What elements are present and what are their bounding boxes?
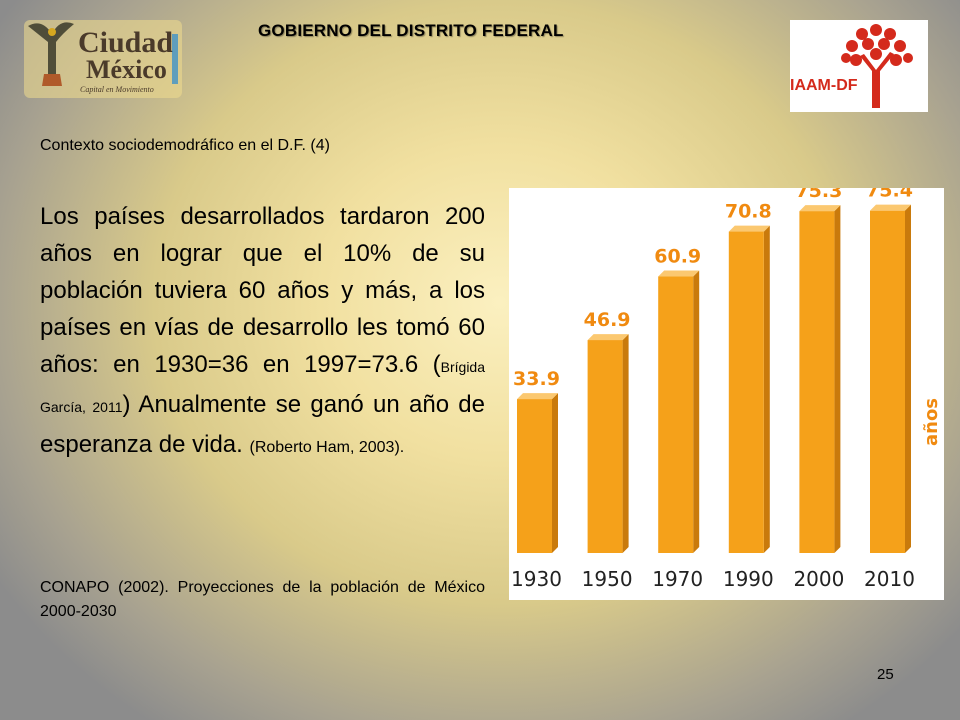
angel-icon	[28, 22, 74, 86]
bar-2000	[799, 211, 835, 553]
citation-garcia: Brígida García, 2011	[40, 359, 485, 415]
bar-top-2010	[870, 204, 911, 211]
bar-1930	[517, 399, 552, 553]
bar-side-1970	[693, 270, 700, 553]
bar-side-1950	[622, 334, 629, 553]
bar-top-2000	[799, 205, 841, 212]
ciudad-mexico-logo: Ciudad México Capital en Movimiento	[24, 20, 182, 98]
x-tick-label-2000: 2000	[793, 567, 844, 591]
bar-top-1950	[587, 334, 629, 341]
life-expectancy-chart: 33.9 1930 46.9 1950 60.9 1970 70.8 1990 75.3 2000…	[509, 180, 944, 600]
data-label-1930: 33.9	[513, 368, 560, 390]
bar-1990	[728, 231, 764, 553]
bar-chart-svg: 33.9 1930 46.9 1950 60.9 1970 70.8 1990 75.3 2000…	[511, 180, 942, 591]
page-number: 25	[877, 666, 894, 683]
body-continuation: ) Anualmente se ganó un año de esperanza…	[40, 391, 485, 458]
bar-1970	[658, 276, 694, 553]
tree-icon	[841, 24, 913, 108]
citation-ham: (Roberto Ham, 2003).	[249, 439, 405, 456]
source-note: CONAPO (2002). Proyecciones de la poblac…	[40, 579, 485, 620]
x-tick-label-1970: 1970	[652, 567, 703, 591]
y-axis-label: años	[921, 398, 942, 446]
bar-side-2000	[834, 205, 841, 553]
context-heading: Contexto sociodemodráfico en el D.F. (4)	[40, 137, 330, 154]
iaam-df-logo: IAAM-DF	[790, 20, 928, 112]
x-tick-label-1990: 1990	[723, 567, 774, 591]
data-label-2000: 75.3	[795, 188, 842, 202]
bar-side-2010	[905, 204, 911, 553]
bar-2010	[870, 210, 905, 553]
data-label-1950: 46.9	[584, 309, 631, 331]
x-tick-label-2010: 2010	[864, 567, 915, 591]
data-label-2010: 75.4	[866, 188, 913, 202]
logo-text-iaam: IAAM-DF	[790, 77, 858, 94]
x-tick-label-1930: 1930	[511, 567, 562, 591]
bar-side-1990	[763, 225, 770, 553]
data-label-1970: 60.9	[654, 246, 701, 268]
bar-top-1930	[517, 393, 558, 400]
bar-1950	[587, 340, 623, 553]
bar-side-1930	[552, 393, 558, 553]
data-label-1990: 70.8	[725, 201, 772, 223]
logo-text-ciudad: Ciudad	[78, 26, 173, 59]
x-tick-label-1950: 1950	[582, 567, 633, 591]
logo-tagline: Capital en Movimiento	[80, 85, 154, 94]
header-title: GOBIERNO DEL DISTRITO FEDERAL	[258, 21, 564, 40]
bar-top-1970	[658, 270, 700, 277]
logo-text-mexico: México	[86, 55, 167, 84]
body-main-text: Los países desarrollados tardaron 200 añ…	[40, 203, 485, 378]
bar-top-1990	[728, 225, 770, 232]
body-paragraph: Los países desarrollados tardaron 200 añ…	[40, 198, 485, 466]
